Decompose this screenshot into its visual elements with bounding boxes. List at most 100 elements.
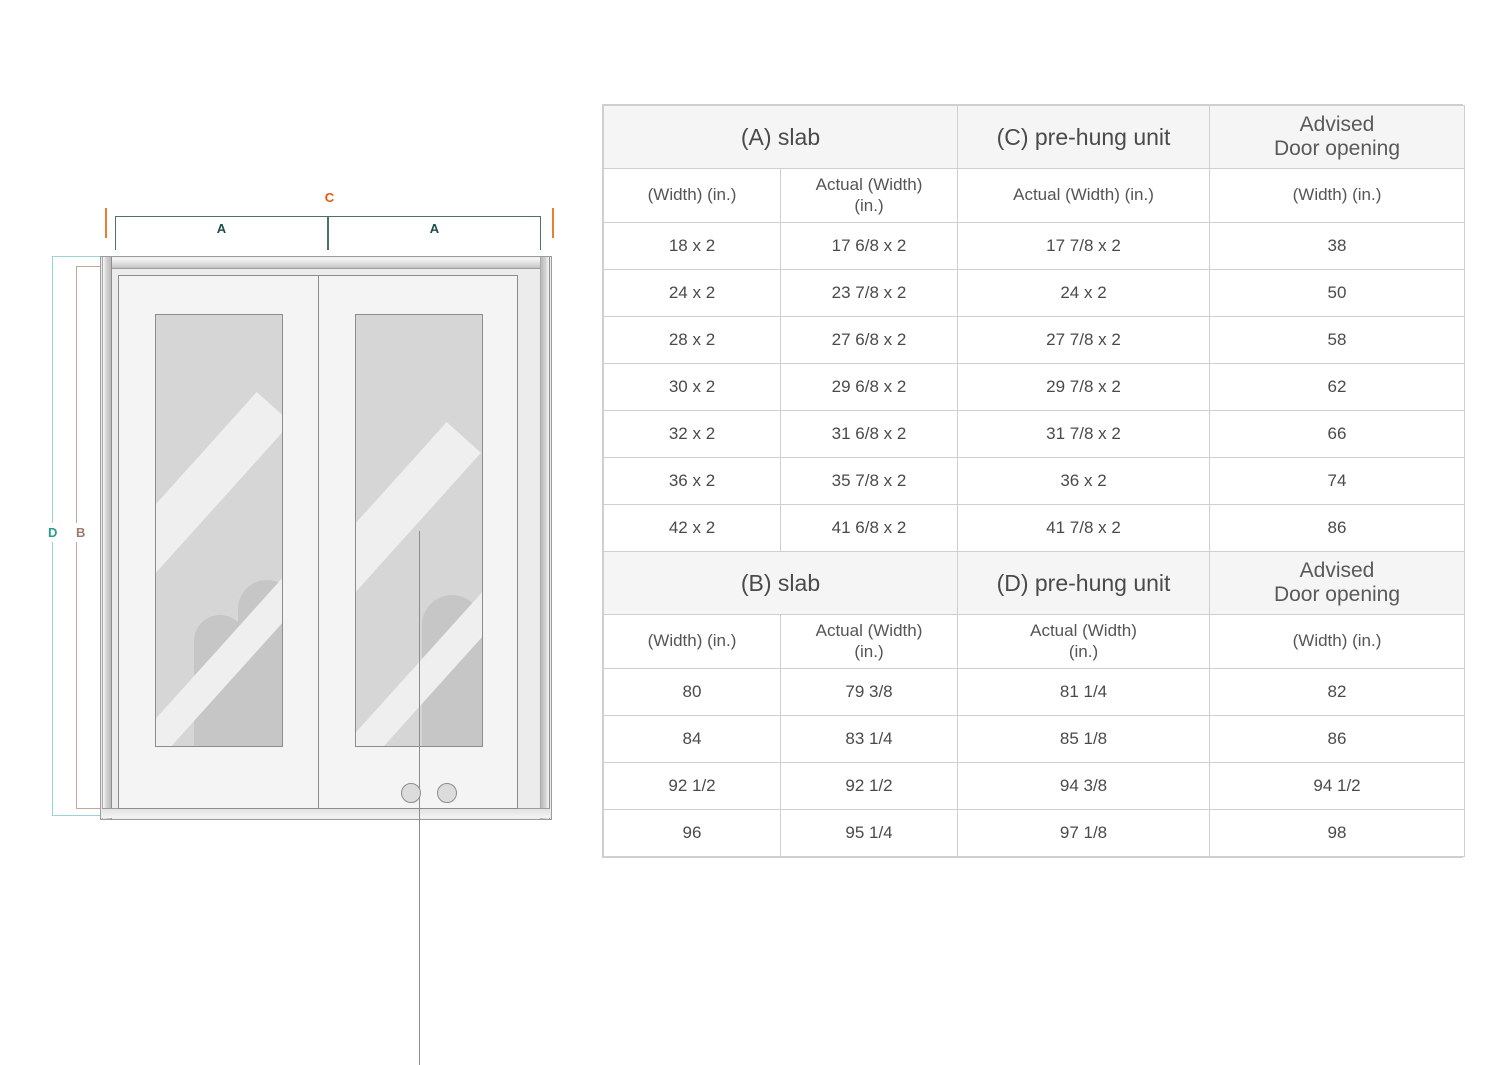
dimension-label-d: D [46,523,60,542]
sub-header-s1-col2: Actual (Width) (in.) [780,168,958,223]
table-row: 42 x 2 41 6/8 x 2 41 7/8 x 2 86 [603,504,1465,552]
dimension-label-a-left: A [210,220,233,236]
door-head-jamb [102,258,550,269]
cell-slab-nominal: 24 x 2 [603,269,781,317]
advised-line-1: Advised [1299,112,1375,136]
table-row: 24 x 2 23 7/8 x 2 24 x 2 50 [603,269,1465,317]
sub-header-s1-col2-line2: (in.) [854,195,884,215]
cell-slab-actual: 35 7/8 x 2 [780,457,958,505]
cell-advised-opening: 58 [1209,316,1465,364]
cell-slab-actual: 41 6/8 x 2 [780,504,958,552]
cell-slab-actual: 95 1/4 [780,809,958,857]
sub-header-s2-col4: (Width) (in.) [1209,614,1465,669]
cell-slab-actual: 23 7/8 x 2 [780,269,958,317]
door-leaf-right [318,275,518,809]
table-row: 18 x 2 17 6/8 x 2 17 7/8 x 2 38 [603,222,1465,270]
cell-slab-actual: 83 1/4 [780,715,958,763]
door-size-table: (A) slab (C) pre-hung unit Advised Door … [603,105,1465,857]
dimension-bracket-a-right [328,216,541,250]
dimension-label-a-left-wrap: A [115,218,328,238]
table-row: 36 x 2 35 7/8 x 2 36 x 2 74 [603,457,1465,505]
sub-header-row-width: (Width) (in.) Actual (Width) (in.) Actua… [603,168,1465,223]
table-row: 84 83 1/4 85 1/8 86 [603,715,1465,763]
cell-slab-nominal: 96 [603,809,781,857]
group-header-prehung-d: (D) pre-hung unit [957,551,1210,615]
table-row: 28 x 2 27 6/8 x 2 27 7/8 x 2 58 [603,316,1465,364]
table-row: 80 79 3/8 81 1/4 82 [603,668,1465,716]
dimension-label-a-right-wrap: A [328,218,541,238]
cell-advised-opening: 86 [1209,715,1465,763]
door-size-table-container: (A) slab (C) pre-hung unit Advised Door … [602,104,1465,858]
dimension-label-b: B [74,523,88,542]
cell-prehung-actual: 36 x 2 [957,457,1210,505]
cell-slab-actual: 27 6/8 x 2 [780,316,958,364]
group-header-advised-opening-2: Advised Door opening [1209,551,1465,615]
sub-header-s1-col2-line1: Actual (Width) [815,175,923,195]
cell-prehung-actual: 27 7/8 x 2 [957,316,1210,364]
door-diagram: C A A D B [0,0,600,1065]
dimension-label-c-wrap: C [105,188,554,208]
cell-prehung-actual: 81 1/4 [957,668,1210,716]
cell-advised-opening: 38 [1209,222,1465,270]
sub-header-s2-col2-line1: Actual (Width) [815,621,923,641]
cell-advised-opening: 66 [1209,410,1465,458]
sub-header-s2-col2: Actual (Width) (in.) [780,614,958,669]
cell-slab-nominal: 30 x 2 [603,363,781,411]
sub-header-s2-col3-line2: (in.) [1068,641,1099,661]
group-header-prehung-c: (C) pre-hung unit [957,105,1210,169]
cell-advised-opening: 98 [1209,809,1465,857]
sub-header-s2-col1: (Width) (in.) [603,614,781,669]
cell-slab-actual: 29 6/8 x 2 [780,363,958,411]
cell-prehung-actual: 24 x 2 [957,269,1210,317]
cell-prehung-actual: 85 1/8 [957,715,1210,763]
cell-slab-nominal: 80 [603,668,781,716]
cell-slab-actual: 79 3/8 [780,668,958,716]
cell-advised-opening: 86 [1209,504,1465,552]
door-knob-left [401,783,421,803]
cell-slab-nominal: 28 x 2 [603,316,781,364]
cell-slab-nominal: 42 x 2 [603,504,781,552]
door-leaf-left [118,275,318,809]
cell-prehung-actual: 17 7/8 x 2 [957,222,1210,270]
cell-slab-actual: 92 1/2 [780,762,958,810]
table-row: 30 x 2 29 6/8 x 2 29 7/8 x 2 62 [603,363,1465,411]
cell-slab-nominal: 84 [603,715,781,763]
cell-prehung-actual: 29 7/8 x 2 [957,363,1210,411]
table-row: 92 1/2 92 1/2 94 3/8 94 1/2 [603,762,1465,810]
cell-advised-opening: 62 [1209,363,1465,411]
cell-slab-nominal: 32 x 2 [603,410,781,458]
cell-advised-opening: 94 1/2 [1209,762,1465,810]
cell-slab-actual: 31 6/8 x 2 [780,410,958,458]
group-header-row-height: (B) slab (D) pre-hung unit Advised Door … [603,551,1465,615]
advised-line-2: Door opening [1273,137,1401,160]
dimension-label-c: C [318,188,341,208]
glass-pane-left [155,314,283,747]
sub-header-row-height: (Width) (in.) Actual (Width) (in.) Actua… [603,614,1465,669]
cell-advised-opening: 82 [1209,668,1465,716]
cell-slab-nominal: 92 1/2 [603,762,781,810]
cell-prehung-actual: 31 7/8 x 2 [957,410,1210,458]
dimension-label-a-right: A [423,220,446,236]
sub-header-s2-col2-line2: (in.) [854,641,884,661]
door-frame [100,256,552,1065]
group-header-advised-opening-1: Advised Door opening [1209,105,1465,169]
cell-prehung-actual: 97 1/8 [957,809,1210,857]
group-header-slab-b: (B) slab [603,551,958,615]
table-row: 96 95 1/4 97 1/8 98 [603,809,1465,857]
cell-advised-opening: 74 [1209,457,1465,505]
cell-slab-nominal: 18 x 2 [603,222,781,270]
cell-prehung-actual: 94 3/8 [957,762,1210,810]
door-jamb-left [102,257,112,819]
door-jamb-right [540,257,550,819]
door-sill [102,808,550,818]
advised-line-2: Door opening [1273,583,1401,606]
door-knob-right [437,783,457,803]
group-header-row-width: (A) slab (C) pre-hung unit Advised Door … [603,105,1465,169]
cell-slab-actual: 17 6/8 x 2 [780,222,958,270]
sub-header-s2-col3-line1: Actual (Width) [1030,621,1137,641]
sub-header-s1-col3: Actual (Width) (in.) [957,168,1210,223]
dimension-bracket-a-left [115,216,328,250]
cell-prehung-actual: 41 7/8 x 2 [957,504,1210,552]
sub-header-s2-col3: Actual (Width) (in.) [957,614,1210,669]
cell-advised-opening: 50 [1209,269,1465,317]
